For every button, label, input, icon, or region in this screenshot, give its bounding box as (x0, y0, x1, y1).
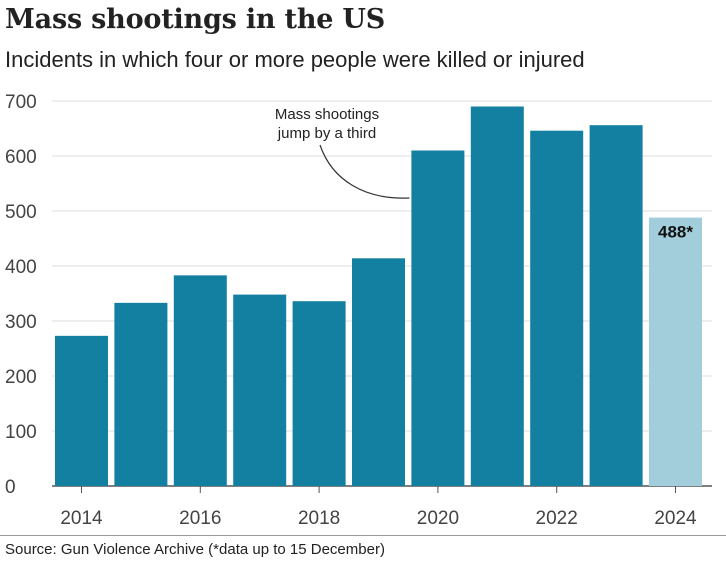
bar-2023 (589, 125, 643, 486)
bar-2018 (292, 301, 346, 486)
bar-2021 (470, 106, 524, 486)
x-axis-tick-labels: 2014 2016 2018 2020 2022 2024 (60, 486, 697, 529)
annotation-text-line: Mass shootings (275, 106, 379, 123)
bar-2014 (55, 335, 108, 486)
chart-subtitle: Incidents in which four or more people w… (5, 47, 585, 72)
bar-2019 (352, 258, 405, 486)
annotation-text-line: jump by a third (277, 125, 376, 142)
data-labels: 488* (658, 223, 693, 242)
y-tick-label: 500 (5, 202, 37, 223)
bar-2024 (649, 217, 702, 486)
x-tick-label: 2014 (60, 508, 103, 529)
y-tick-label: 200 (5, 367, 37, 388)
chart-title: Mass shootings in the US (5, 4, 386, 35)
bar-2020 (411, 150, 465, 486)
y-tick-label: 100 (5, 422, 37, 443)
bar-2017 (233, 294, 287, 486)
source-divider (0, 535, 726, 536)
y-tick-label: 300 (5, 312, 37, 333)
data-label-2024: 488* (658, 223, 693, 242)
x-tick-label: 2024 (654, 508, 697, 529)
bar-2022 (530, 130, 584, 486)
x-tick-label: 2016 (179, 508, 221, 529)
annotation: Mass shootings jump by a third (275, 106, 410, 199)
annotation-connector (319, 144, 410, 199)
bars (55, 106, 702, 486)
x-tick-label: 2018 (298, 508, 340, 529)
y-tick-label: 0 (5, 477, 16, 498)
bar-2015 (114, 302, 168, 486)
y-tick-label: 400 (5, 257, 37, 278)
y-axis-tick-labels: 0 100 200 300 400 500 600 700 (5, 92, 37, 498)
x-tick-label: 2020 (417, 508, 459, 529)
x-tick-label: 2022 (536, 508, 578, 529)
bar-2016 (173, 275, 227, 486)
y-tick-label: 700 (5, 92, 37, 113)
y-tick-label: 600 (5, 147, 37, 168)
source-note: Source: Gun Violence Archive (*data up t… (5, 541, 385, 558)
